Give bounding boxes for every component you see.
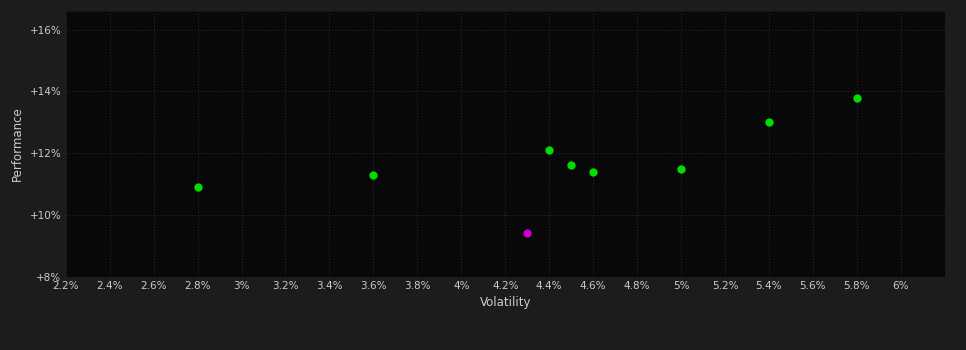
- Point: [585, 169, 601, 174]
- Point: [673, 166, 689, 172]
- X-axis label: Volatility: Volatility: [479, 296, 531, 309]
- Point: [190, 184, 206, 190]
- Point: [761, 119, 777, 125]
- Point: [542, 147, 557, 153]
- Point: [849, 95, 865, 100]
- Y-axis label: Performance: Performance: [12, 106, 24, 181]
- Point: [563, 163, 579, 168]
- Point: [520, 231, 535, 236]
- Point: [366, 172, 382, 177]
